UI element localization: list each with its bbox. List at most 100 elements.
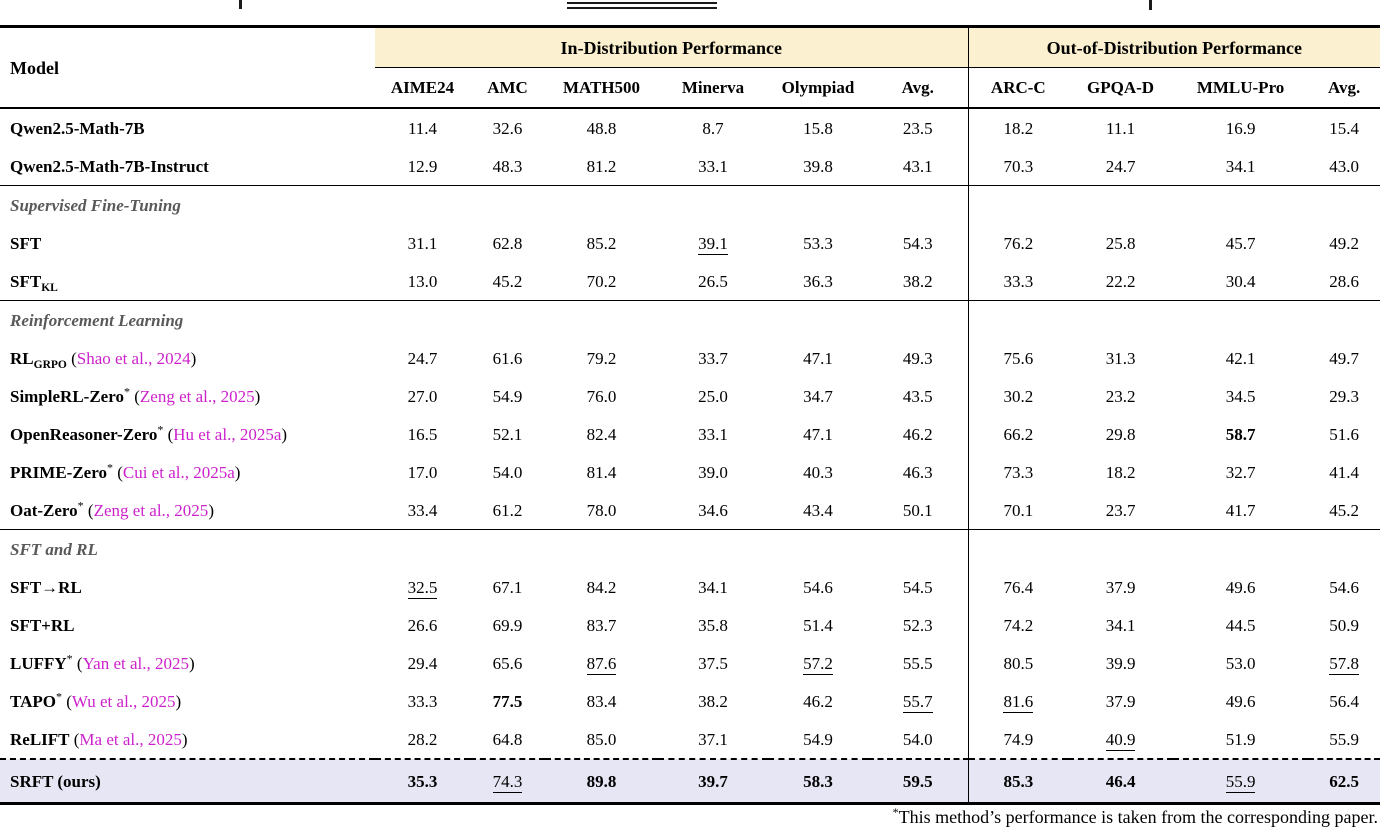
column-header: Olympiad [768,67,868,109]
value-cell: 66.2 [967,415,1069,453]
value-cell: 34.1 [1173,147,1309,186]
value-cell: 38.2 [868,262,969,301]
value-cell: 67.1 [492,577,523,597]
value-cell [768,301,868,340]
value-cell: 16.5 [407,424,438,444]
value-cell: 43.0 [1308,147,1380,186]
section-label: Supervised Fine-Tuning [10,195,181,215]
table-row: SFT 31.1 62.8 85.2 39.1 53.3 54.3 76.2 25.8 45.7 4… [0,224,1380,262]
value-cell: 54.9 [803,729,833,749]
value-cell: 53.0 [1225,653,1256,673]
value-cell: 11.4 [407,118,438,138]
table-body: Qwen2.5-Math-7B 11.4 32.6 48.8 8.7 15.8 23.5 18… [0,108,1380,804]
value-cell [375,301,470,340]
value-cell: 52.1 [492,424,523,444]
value-cell: 37.5 [698,653,728,673]
value-cell: 83.4 [586,691,617,711]
value-cell: 34.1 [1105,615,1136,635]
table-row: Qwen2.5-Math-7B 11.4 32.6 48.8 8.7 15.8 23.5 18… [0,108,1380,147]
value-cell: 32.7 [1225,462,1256,482]
citation: (Wu et al., 2025) [61,691,182,711]
value-cell: 29.4 [407,653,438,673]
value-cell: 62.5 [1308,758,1380,804]
value-cell: 53.3 [803,233,833,253]
value-cell: 46.3 [902,462,933,482]
value-cell: 51.9 [1225,729,1256,749]
in-distribution-group-header: In-Distribution Performance [375,26,969,68]
value-cell: 33.3 [407,691,438,711]
value-cell [658,301,768,340]
value-cell: 80.5 [967,644,1069,682]
model-name-subscript: KL [41,281,58,294]
external-result-marker: * [55,688,62,703]
value-cell: 51.6 [1329,424,1359,444]
value-cell: 49.6 [1225,577,1256,597]
section-row: Reinforcement Learning [0,300,1380,340]
value-cell: 76.2 [967,224,1069,262]
value-cell: 40.3 [803,462,833,482]
value-cell: 25.8 [1105,233,1136,253]
value-cell: 34.5 [1225,386,1256,406]
value-cell: 31.3 [1105,348,1136,368]
column-header: Avg. [1308,67,1380,109]
value-cell: 48.8 [586,118,617,138]
value-cell: 13.0 [375,262,470,301]
column-header: Avg. [868,67,969,109]
value-cell: 82.4 [586,424,617,444]
value-cell [545,530,658,569]
value-cell: 54.6 [1329,577,1359,597]
table-header: Model In-Distribution Performance Out-of… [0,26,1380,109]
value-cell: 84.2 [586,577,617,597]
value-cell [967,529,1069,568]
external-result-marker: * [66,650,73,665]
value-cell: 46.2 [803,691,833,711]
value-cell: 70.1 [967,491,1069,530]
value-cell: 33.7 [698,348,728,368]
table-row: SFTKL 13.0 45.2 70.2 26.5 36.3 38.2 33.3 22.2 30.… [0,262,1380,301]
value-cell: 47.1 [803,424,833,444]
value-cell: 59.5 [868,758,969,804]
value-cell: 47.1 [803,348,833,368]
citation: (Zeng et al., 2025) [83,500,214,520]
value-cell [470,530,545,569]
table-row: Oat-Zero* (Zeng et al., 2025) 33.4 61.2 78.… [0,491,1380,530]
value-cell: 27.0 [407,386,438,406]
value-cell: 44.5 [1225,615,1256,635]
citation: (Yan et al., 2025) [72,653,195,673]
value-cell: 23.7 [1068,491,1174,530]
value-cell: 57.8 [1329,653,1359,675]
value-cell: 51.4 [803,615,833,635]
value-cell: 87.6 [586,653,617,675]
column-header: AMC [470,67,545,109]
value-cell: 37.1 [698,729,728,749]
model-name: RLGRPO (Shao et al., 2024) [10,348,197,371]
value-cell: 29.3 [1329,386,1359,406]
value-cell: 37.9 [1105,577,1136,597]
model-name: SFT+RL [10,615,75,635]
citation: (Cui et al., 2025a) [112,462,241,482]
model-name: ReLIFT (Ma et al., 2025) [10,729,188,749]
column-header: ARC-C [967,67,1069,109]
value-cell: 45.2 [470,262,545,301]
value-cell [1068,530,1173,569]
value-cell: 61.2 [470,491,545,530]
value-cell: 29.8 [1105,424,1136,444]
value-cell: 85.3 [967,758,1069,804]
value-cell [967,300,1069,339]
value-cell: 17.0 [407,462,438,482]
value-cell: 32.6 [492,118,523,138]
value-cell: 28.2 [407,729,438,749]
value-cell [1308,301,1380,340]
value-cell: 50.1 [868,491,969,530]
value-cell [470,186,545,225]
table-row: SFT+RL 26.6 69.9 83.7 35.8 51.4 52.3 74.2 34.1 44… [0,606,1380,644]
footnote-text: This method’s performance is taken from … [898,807,1378,827]
value-cell: 48.3 [470,147,545,186]
value-cell: 55.5 [902,653,933,673]
value-cell: 36.3 [768,262,868,301]
value-cell: 33.4 [375,491,470,530]
value-cell [1068,301,1173,340]
value-cell: 54.9 [492,386,523,406]
model-name: Oat-Zero* (Zeng et al., 2025) [0,491,375,530]
section-label: Reinforcement Learning [10,310,184,330]
